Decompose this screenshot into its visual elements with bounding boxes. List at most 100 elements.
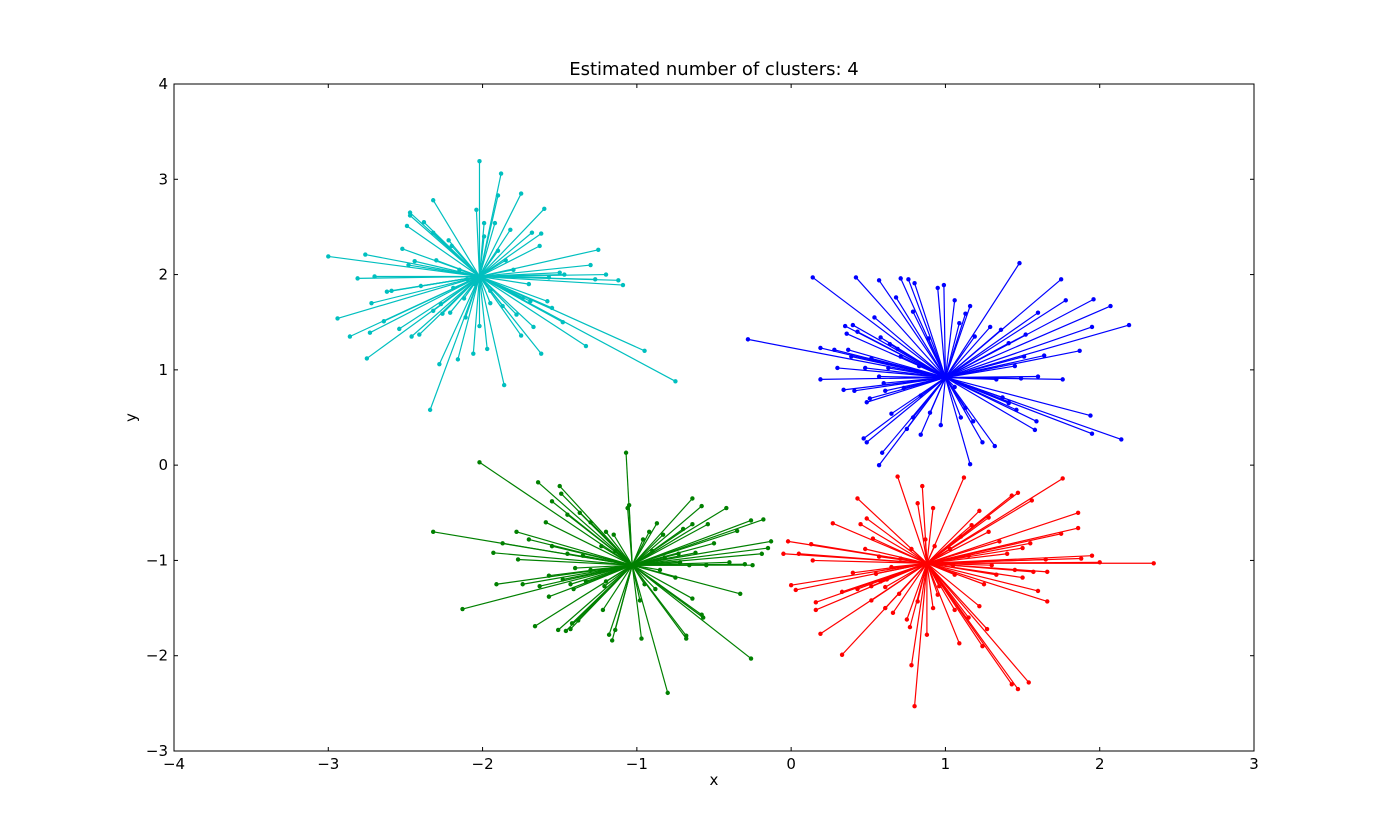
data-point	[909, 663, 914, 668]
data-point	[890, 610, 896, 616]
data-point	[889, 564, 894, 570]
data-point	[907, 624, 913, 630]
data-point	[1108, 303, 1113, 309]
cluster-link-line	[479, 275, 676, 382]
data-point	[989, 562, 994, 568]
cluster-link-line	[926, 562, 955, 576]
cluster-link-line	[602, 564, 633, 611]
data-point	[389, 288, 394, 293]
data-point	[863, 365, 868, 371]
cluster-link-line	[881, 377, 946, 454]
x-tick-label: 1	[941, 755, 951, 773]
data-point	[1126, 322, 1132, 328]
data-point	[609, 638, 615, 643]
data-point	[520, 296, 525, 301]
cluster-link-line	[614, 550, 633, 566]
cluster-link-line	[883, 376, 946, 384]
data-point	[839, 652, 845, 657]
data-point	[711, 541, 717, 546]
data-point	[1089, 553, 1095, 558]
cluster-link-line	[479, 275, 624, 286]
data-point	[844, 331, 849, 336]
data-point	[918, 393, 923, 398]
data-point	[966, 615, 971, 620]
data-point	[967, 303, 973, 309]
cluster-link-line	[479, 208, 545, 277]
data-point	[813, 600, 819, 605]
cluster-link-line	[945, 376, 1036, 431]
cluster-link-line	[631, 507, 727, 566]
data-point	[1088, 413, 1093, 418]
data-point	[657, 567, 663, 573]
cluster-link-line	[907, 279, 946, 378]
data-point	[381, 319, 387, 324]
cluster-1	[745, 260, 1132, 468]
data-point	[568, 582, 573, 587]
data-point	[464, 277, 470, 282]
data-point	[977, 508, 982, 514]
data-point	[559, 491, 564, 496]
data-point	[546, 275, 552, 280]
data-point	[1063, 298, 1068, 303]
data-point	[654, 521, 660, 526]
data-point	[864, 516, 869, 521]
data-point	[832, 347, 837, 353]
y-axis-label: y	[122, 413, 140, 422]
cluster-link-line	[944, 326, 991, 378]
data-point	[986, 515, 991, 520]
cluster-link-line	[900, 278, 946, 378]
data-point	[748, 518, 754, 523]
data-point	[932, 543, 937, 549]
data-point	[471, 351, 476, 356]
data-point	[508, 227, 513, 232]
data-point	[514, 529, 519, 535]
data-point	[1014, 407, 1019, 413]
cluster-link-line	[453, 275, 480, 289]
cluster-link-line	[478, 250, 499, 277]
cluster-link-line	[866, 377, 946, 443]
cluster-link-line	[926, 562, 1039, 592]
data-point	[924, 632, 930, 637]
cluster-link-line	[632, 564, 661, 571]
data-point	[1060, 377, 1065, 382]
data-point	[543, 520, 549, 525]
data-point	[639, 636, 644, 641]
data-point	[397, 326, 402, 332]
data-point	[705, 522, 711, 527]
cluster-link-line	[337, 275, 480, 319]
data-point	[562, 272, 567, 277]
data-point	[535, 480, 541, 485]
y-tick-label: −2	[146, 647, 168, 665]
data-point	[1058, 277, 1064, 282]
data-point	[518, 191, 524, 196]
data-point	[498, 171, 504, 176]
cluster-link-line	[631, 523, 709, 566]
cluster-4	[781, 474, 1156, 709]
cluster-link-line	[402, 248, 480, 278]
data-point	[813, 607, 819, 613]
data-point	[1097, 560, 1102, 565]
cluster-link-line	[631, 498, 693, 566]
data-point	[372, 274, 377, 279]
data-point	[613, 548, 618, 554]
data-point	[546, 594, 552, 599]
data-point	[1009, 493, 1014, 498]
data-point	[437, 361, 442, 367]
data-point	[455, 357, 461, 362]
data-point	[611, 532, 616, 537]
data-point	[417, 332, 422, 337]
cluster-link-line	[478, 276, 488, 349]
cluster-link-line	[791, 562, 928, 586]
cluster-link-line	[429, 276, 481, 411]
data-point	[910, 415, 916, 420]
cluster-link-line	[605, 531, 633, 566]
data-point	[588, 520, 593, 525]
data-point	[896, 591, 902, 596]
cluster-link-line	[631, 522, 658, 566]
data-point	[461, 296, 467, 301]
data-point	[809, 542, 814, 547]
cluster-link-line	[945, 299, 1067, 378]
cluster-link-line	[926, 562, 970, 618]
data-point	[488, 288, 493, 293]
data-point	[665, 690, 670, 696]
